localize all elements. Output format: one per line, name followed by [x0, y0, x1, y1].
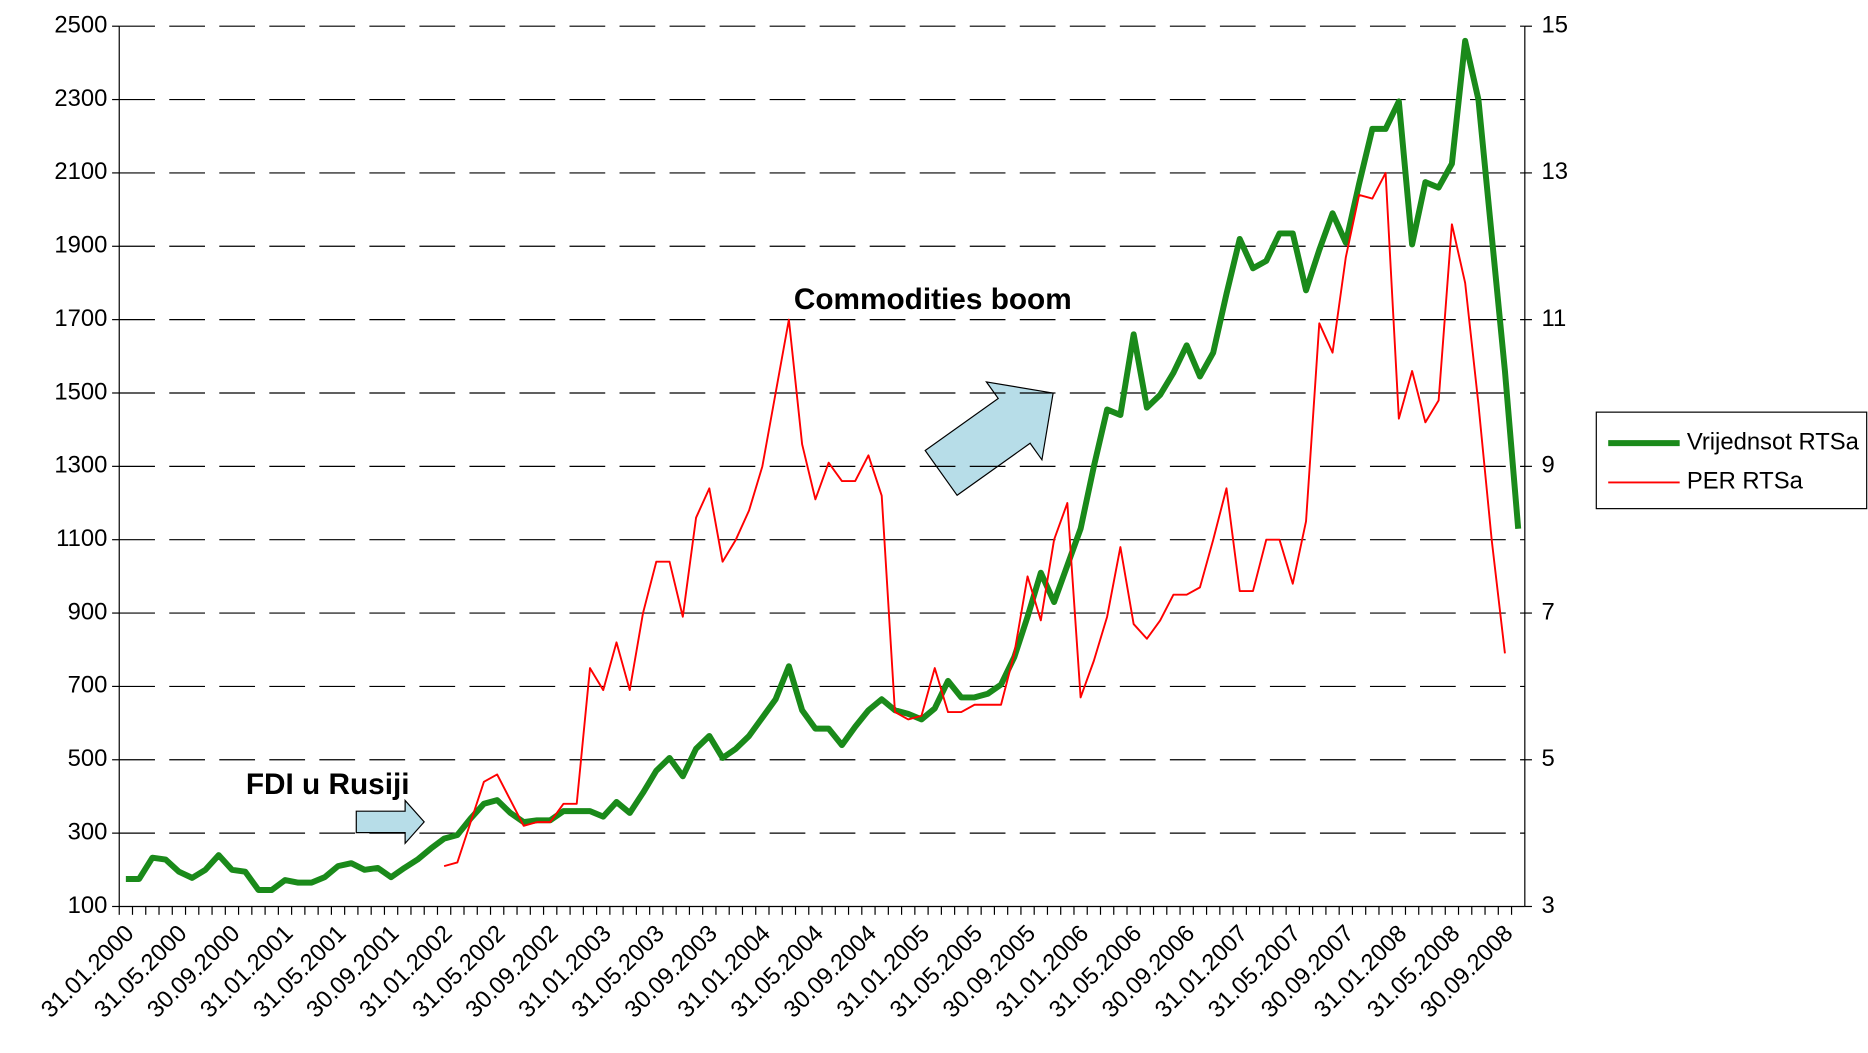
y2-tick-label: 11: [1542, 305, 1567, 332]
y-tick-label: 2500: [54, 12, 107, 39]
fdi-arrow: [355, 798, 425, 845]
y-tick-label: 2300: [54, 85, 107, 112]
y-tick-label: 300: [68, 818, 108, 845]
y-tick-label: 100: [68, 892, 108, 919]
y2-tick-label: 15: [1542, 12, 1569, 39]
series-line: [125, 37, 1522, 893]
y2-tick-label: 9: [1542, 452, 1555, 479]
y-tick-label: 1100: [56, 525, 107, 552]
y-tick-label: 900: [68, 598, 108, 625]
y2-tick-label: 3: [1542, 892, 1555, 919]
annotation: Commodities boom: [794, 283, 1072, 316]
boom-arrow: [924, 381, 1054, 497]
legend-label: Vrijednsot RTSa: [1687, 428, 1860, 455]
y-tick-label: 1500: [54, 378, 107, 405]
y-tick-label: 2100: [54, 158, 107, 185]
y-tick-label: 1700: [54, 305, 107, 332]
y-tick-label: 700: [68, 672, 108, 699]
y-tick-label: 500: [68, 745, 108, 772]
annotation: FDI u Rusiji: [246, 768, 410, 801]
y2-tick-label: 13: [1542, 158, 1569, 185]
series-line: [443, 171, 1506, 868]
legend-label: PER RTSa: [1687, 468, 1804, 495]
y-tick-label: 1900: [54, 232, 107, 259]
legend-box: [1595, 411, 1868, 510]
y-tick-label: 1300: [54, 452, 107, 479]
y2-tick-label: 5: [1542, 745, 1555, 772]
y2-tick-label: 7: [1542, 598, 1555, 625]
